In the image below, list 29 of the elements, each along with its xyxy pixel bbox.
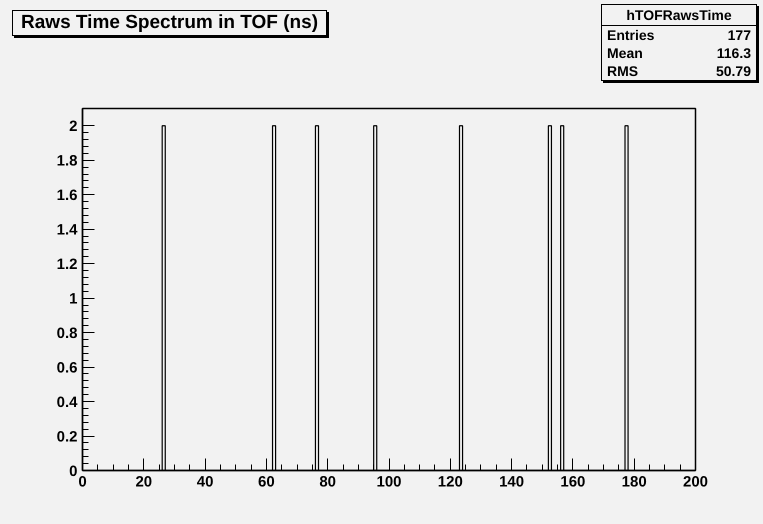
y-tick-label: 1.8: [56, 152, 78, 170]
text: 177: [728, 26, 751, 44]
y-tick-label: 0.2: [56, 428, 78, 446]
x-tick-label: 140: [499, 474, 524, 490]
text: 116.3: [716, 44, 751, 62]
text: Entries: [607, 26, 654, 44]
x-tick-label: 80: [319, 474, 336, 490]
text: hTOFRawsTime: [602, 5, 756, 26]
y-tick-label: 1.6: [56, 187, 78, 204]
x-tick-label: 200: [682, 474, 708, 490]
y-tick-label: 0: [69, 463, 78, 480]
y-tick-label: 0.4: [56, 394, 78, 412]
y-tick-label: 0.8: [56, 325, 78, 342]
text: RMS: [607, 62, 638, 80]
x-tick-label: 60: [258, 474, 275, 490]
x-tick-label: 120: [438, 474, 463, 490]
text: Mean: [607, 44, 643, 62]
chart-title: Raws Time Spectrum in TOF (ns): [12, 10, 328, 36]
y-tick-label: 0.6: [56, 360, 78, 377]
y-tick-label: 1: [69, 290, 78, 308]
x-tick-label: 180: [622, 474, 647, 490]
x-tick-label: 160: [560, 474, 586, 490]
y-tick-label: 1.2: [56, 256, 78, 274]
y-tick-label: 2: [69, 118, 78, 136]
x-tick-label: 20: [135, 474, 152, 490]
x-tick-label: 100: [376, 474, 402, 490]
y-tick-label: 1.4: [56, 222, 78, 239]
x-tick-label: 40: [196, 474, 214, 490]
text: 50.79: [716, 62, 751, 80]
